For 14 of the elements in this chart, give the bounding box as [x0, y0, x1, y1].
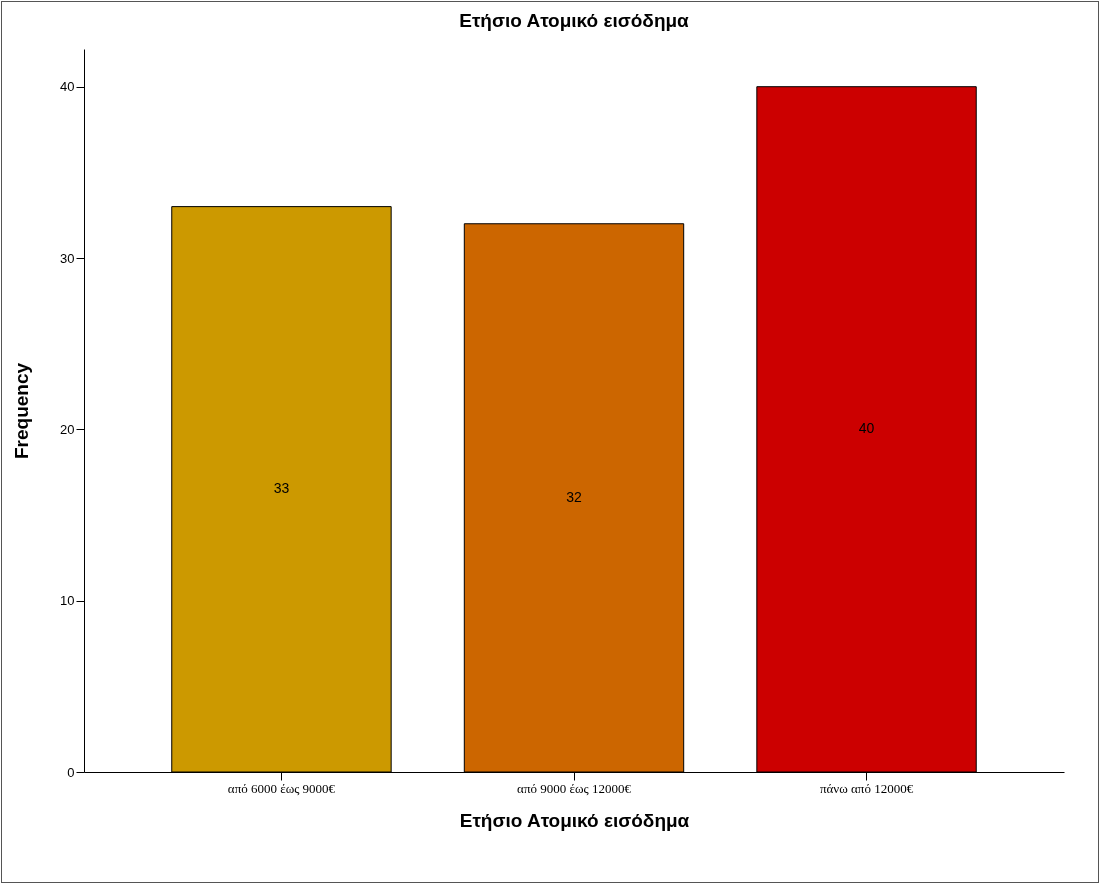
y-tick-label: 40	[60, 79, 75, 95]
y-tick-label: 20	[60, 421, 75, 437]
x-tick-label: πάνω από 12000€	[819, 780, 914, 796]
data-label: 33	[273, 480, 290, 497]
x-tick-label: από 9000 έως 12000€	[517, 780, 632, 796]
y-tick-label: 10	[60, 593, 75, 609]
y-axis-title: Frequency	[11, 362, 33, 460]
x-axis-title: Ετήσιο Ατομικό εισόδημα	[459, 809, 690, 831]
chart-title: Ετήσιο Ατομικό εισόδημα	[459, 10, 690, 31]
y-tick-label: 30	[60, 250, 75, 266]
data-label: 40	[858, 420, 875, 437]
x-tick-label: από 6000 έως 9000€	[227, 780, 336, 796]
y-tick-label: 0	[67, 764, 75, 780]
data-label: 32	[566, 488, 582, 505]
